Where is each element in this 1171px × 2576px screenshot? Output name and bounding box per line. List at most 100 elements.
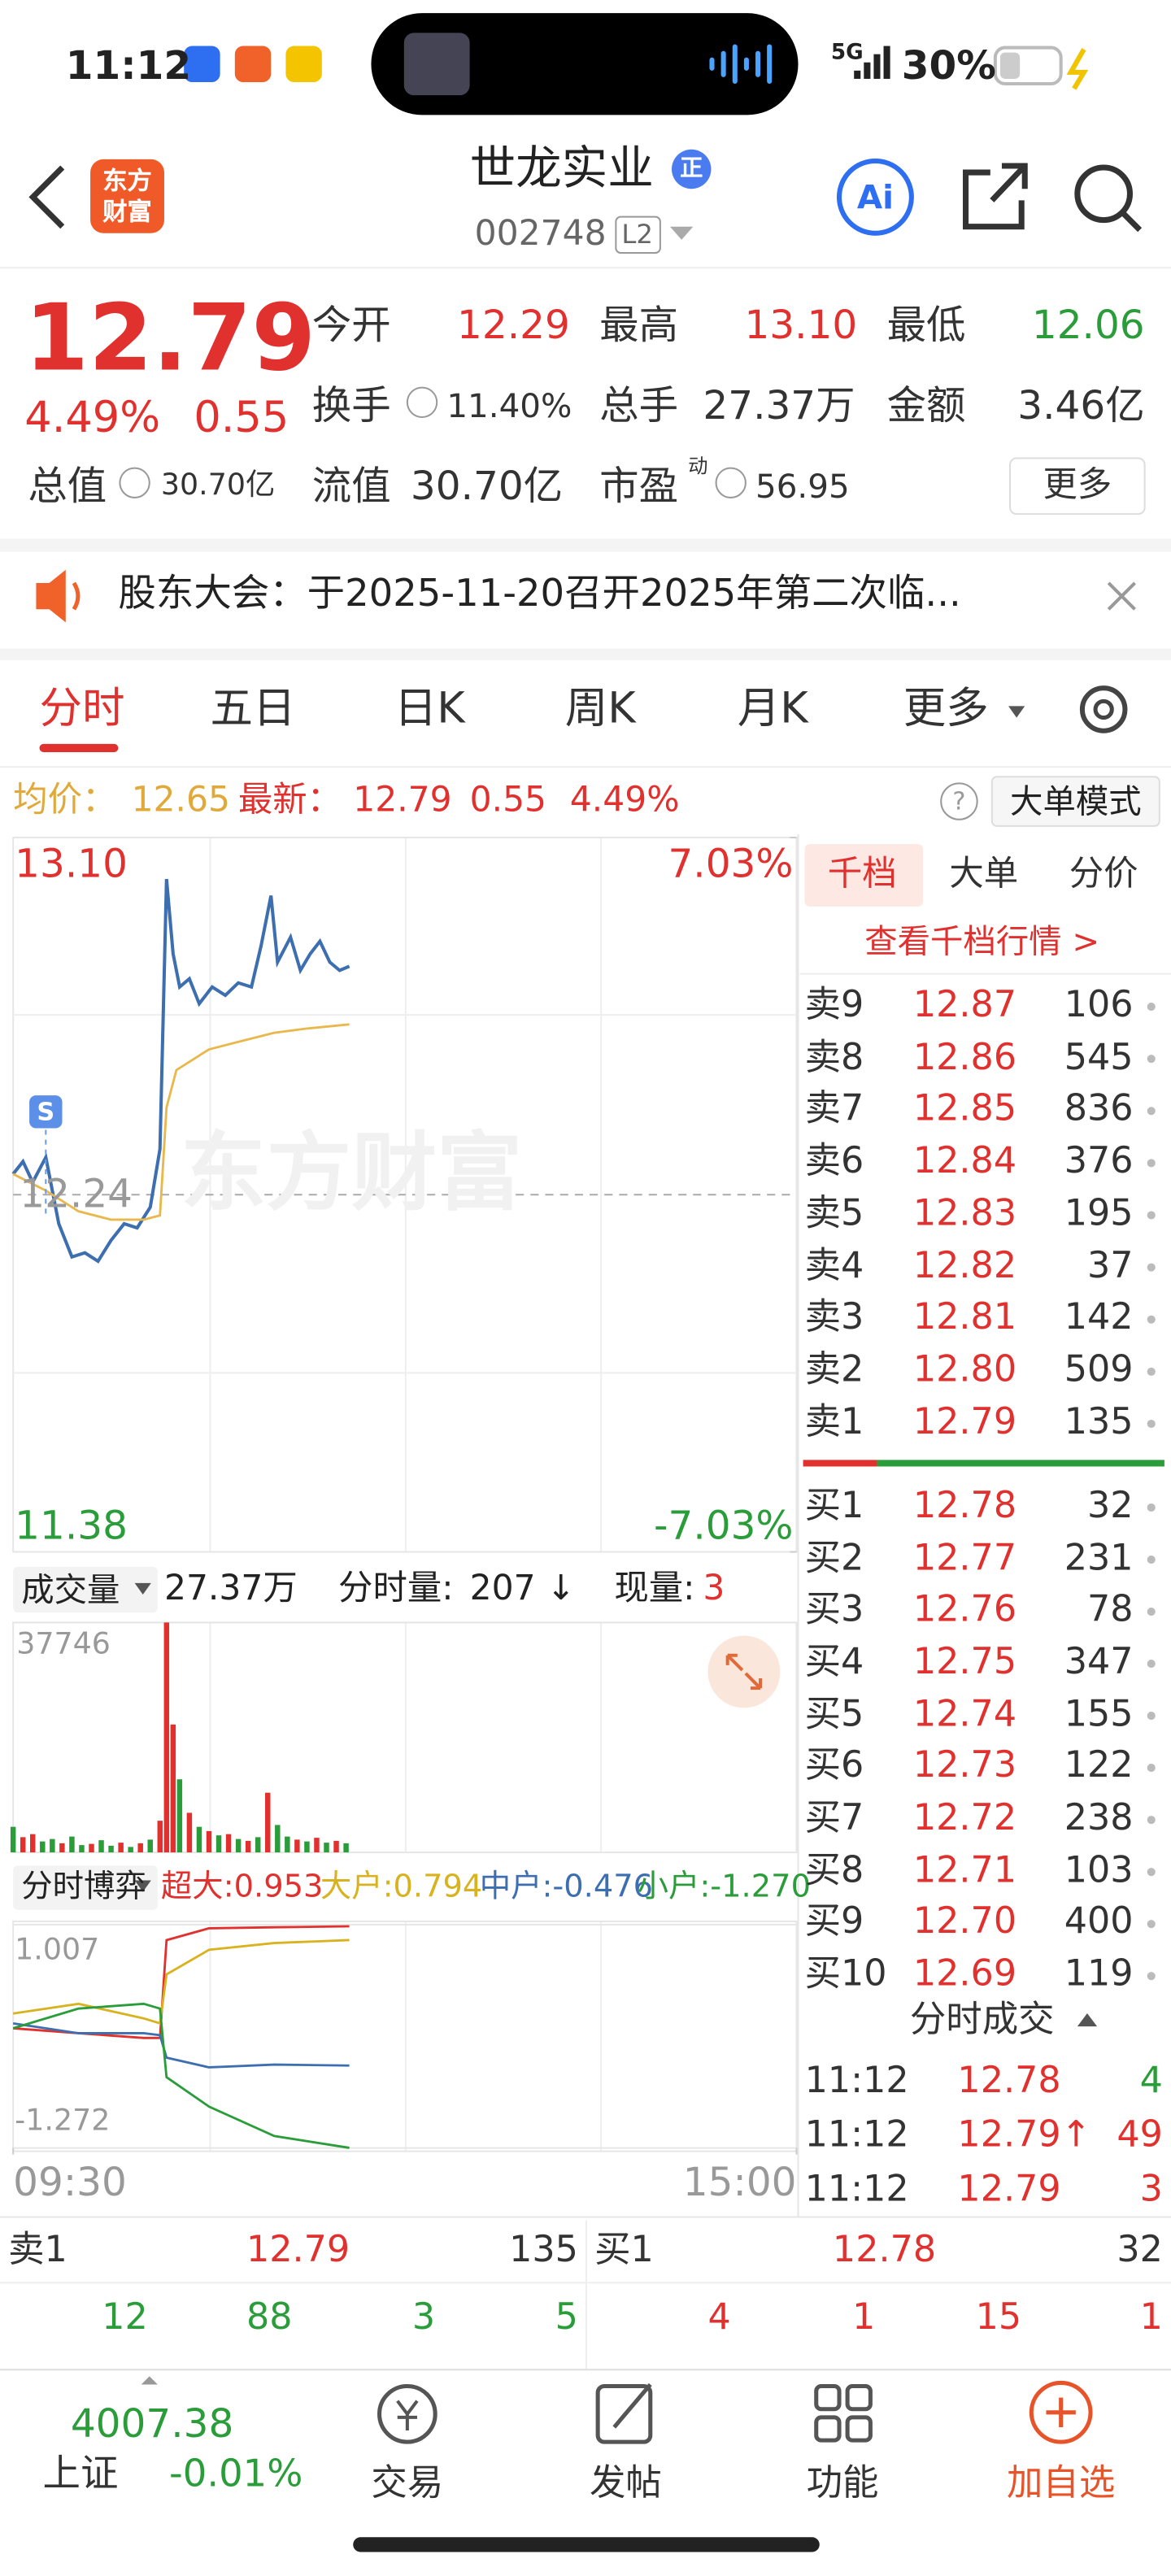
field-label: 最低 [886,301,966,348]
volume-bar [118,1843,124,1853]
volume-bar [314,1838,320,1853]
ask-price: 12.82 [912,1245,1017,1287]
settings[interactable] [1079,685,1128,733]
flow-selector[interactable] [13,1865,158,1910]
trades-title[interactable]: 分时成交 [909,1999,1055,2041]
nav-item[interactable]: 发帖 [590,2462,662,2504]
trades-head-bg [799,1993,1171,2050]
row-dot [1147,1263,1156,1272]
battery-text: 30% [901,41,996,89]
row-dot [1147,1002,1156,1012]
speaker-wave [72,581,81,611]
ask-price: 12.84 [912,1141,1017,1183]
volume-bar [333,1840,339,1853]
y-tick-label: 13.10 [15,840,128,886]
search-handle [1121,211,1143,233]
tab[interactable]: 日K [394,685,465,735]
ask-volume: 509 [1064,1350,1134,1391]
bid-price: 12.75 [912,1642,1017,1683]
expand-icon [725,1653,763,1690]
nav-icon[interactable] [845,2383,873,2412]
tab[interactable]: 分时 [39,685,125,735]
ask-volume: 106 [1064,985,1134,1026]
audio-wave [755,50,761,77]
index-value: 4007.38 [70,2400,234,2447]
network: 5G [830,41,864,67]
nav-icon[interactable] [377,2383,437,2444]
ask-price: 12.79 [912,1402,1017,1443]
flow-label[interactable]: 分时博弈 [21,1868,146,1904]
book-link[interactable]: 查看千档行情 > [864,920,1100,961]
book-tab[interactable]: 大单 [949,854,1019,894]
nav-item[interactable]: 交易 [371,2462,444,2504]
ai-btn[interactable] [836,158,914,236]
bid-volume: 119 [1064,1954,1134,1996]
notice[interactable]: 股东大会：于2025-11-20召开2025年第二次临... [118,573,961,616]
expand-btn[interactable] [707,1635,781,1708]
battery [993,46,1063,86]
nav-item[interactable]: 功能 [806,2462,879,2504]
more-btn[interactable] [1009,457,1146,516]
nav-icon[interactable] [1029,2380,1093,2444]
home-indicator [353,2537,820,2552]
nav-icon[interactable] [814,2383,842,2412]
ask-price: 12.83 [912,1193,1017,1235]
row-dot [1147,1055,1156,1064]
mode-btn[interactable] [990,776,1160,827]
volume-bar [108,1845,114,1853]
row-dot [1147,1660,1156,1669]
trades-arrow [1077,2013,1098,2027]
more-text[interactable]: 更多 [1043,465,1112,505]
signal-bar [883,46,890,79]
field-label: 金额 [886,381,966,429]
y-tick-label: 11.38 [15,1502,128,1548]
tab[interactable]: 月K [737,685,808,735]
bid-price: 12.70 [912,1902,1017,1943]
legend-entry: 大户:0.794 [320,1868,483,1904]
ratio-red [803,1460,877,1467]
volume-bar [79,1845,85,1853]
ask-level: 卖1 [8,2230,67,2271]
nav-icon [396,2400,419,2431]
row-dot [1147,1315,1156,1324]
field-value: 3.46亿 [1017,381,1145,429]
volume-bar [30,1834,36,1853]
help-icon [940,782,978,820]
nav-item[interactable]: 加自选 [1006,2462,1116,2504]
nav-icon[interactable] [845,2415,873,2443]
vol-selector[interactable] [13,1566,158,1613]
nav-icon[interactable] [814,2415,842,2443]
series-line [12,2021,350,2069]
search[interactable] [1074,164,1134,224]
row-dot [1147,1920,1156,1929]
mode-text[interactable]: 大单模式 [1010,781,1142,821]
nav-icon[interactable] [595,2383,653,2444]
tab[interactable]: 更多 [903,685,989,735]
vol-label[interactable]: 成交量 [21,1569,120,1610]
back[interactable] [28,165,65,229]
field-value: 30.70亿 [410,462,564,509]
book-tab[interactable]: 千档 [827,854,897,894]
volume-bar [225,1834,232,1853]
tab-drop [1008,706,1025,718]
info-icon [119,467,150,498]
row-dot [1147,1868,1156,1877]
volume-bar [50,1838,55,1853]
nav-icon [1046,2397,1076,2427]
tab[interactable]: 五日 [210,685,296,735]
series-line [11,878,350,1264]
island-thumb [403,33,470,96]
ask-cell: 3 [411,2297,436,2339]
share[interactable] [962,163,1028,230]
trade-volume: 3 [1139,2169,1163,2210]
marker-text: S [37,1097,55,1127]
vol-total: 27.37万 [163,1569,298,1608]
tab[interactable]: 周K [564,685,636,735]
ratio-green [877,1460,1164,1467]
app-icon [285,46,322,82]
book-tab[interactable]: 分价 [1069,854,1138,894]
info-icon [406,386,438,418]
watermark: 东方财富 [181,1125,523,1224]
